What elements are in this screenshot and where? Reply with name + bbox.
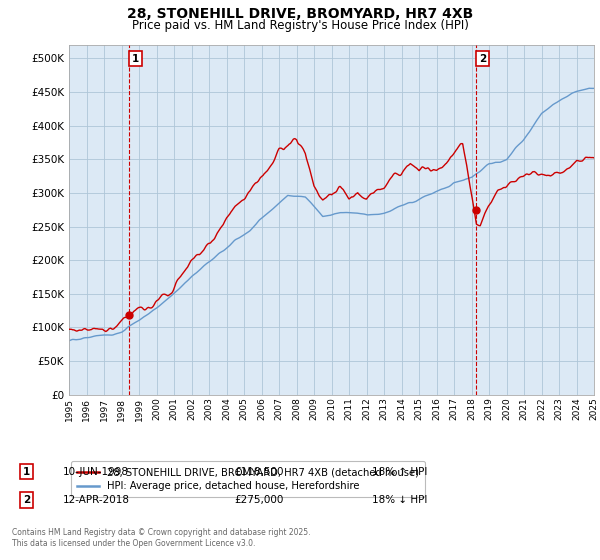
Text: 28, STONEHILL DRIVE, BROMYARD, HR7 4XB: 28, STONEHILL DRIVE, BROMYARD, HR7 4XB <box>127 7 473 21</box>
Text: £118,500: £118,500 <box>234 466 284 477</box>
Text: 2: 2 <box>479 54 486 63</box>
Text: 2: 2 <box>23 495 30 505</box>
Text: 12-APR-2018: 12-APR-2018 <box>63 495 130 505</box>
Text: 1: 1 <box>23 466 30 477</box>
Legend: 28, STONEHILL DRIVE, BROMYARD, HR7 4XB (detached house), HPI: Average price, det: 28, STONEHILL DRIVE, BROMYARD, HR7 4XB (… <box>71 461 425 497</box>
Text: Price paid vs. HM Land Registry's House Price Index (HPI): Price paid vs. HM Land Registry's House … <box>131 19 469 32</box>
Text: 18% ↓ HPI: 18% ↓ HPI <box>372 495 427 505</box>
Text: 1: 1 <box>132 54 139 63</box>
Text: 18% ↑ HPI: 18% ↑ HPI <box>372 466 427 477</box>
Text: £275,000: £275,000 <box>234 495 283 505</box>
Text: Contains HM Land Registry data © Crown copyright and database right 2025.
This d: Contains HM Land Registry data © Crown c… <box>12 528 311 548</box>
Text: 10-JUN-1998: 10-JUN-1998 <box>63 466 129 477</box>
